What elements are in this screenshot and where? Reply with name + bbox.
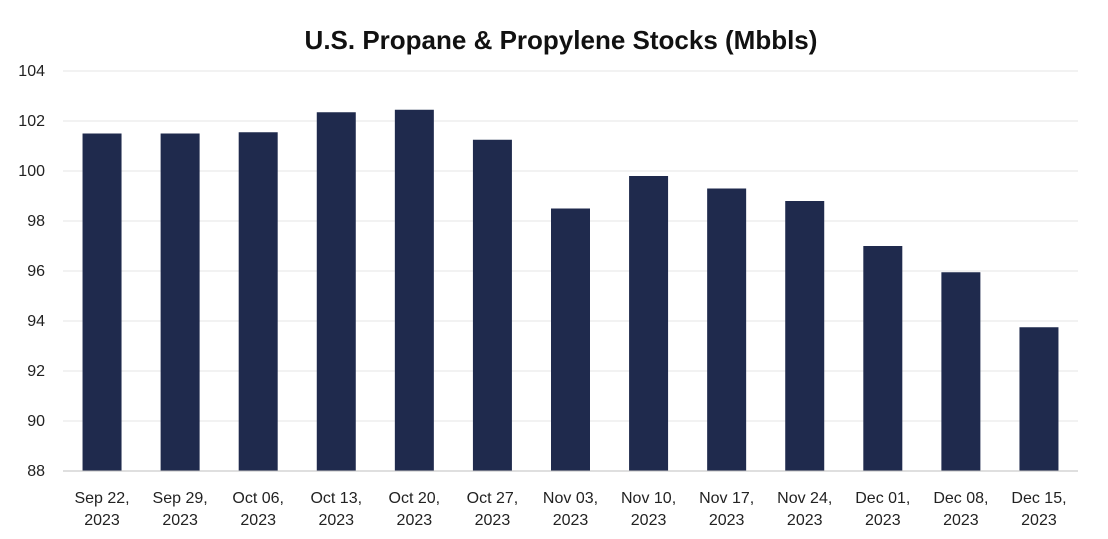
y-tick-label: 94 (27, 313, 45, 330)
y-tick-label: 96 (27, 263, 45, 280)
x-tick-label-year: 2023 (84, 512, 120, 529)
x-tick-label: Sep 29, 2023 (153, 490, 208, 529)
x-tick-label: Dec 15, 2023 (1011, 490, 1066, 529)
x-tick-label-year: 2023 (943, 512, 979, 529)
bar (1019, 327, 1059, 471)
x-tick-label-date: Nov 24, (777, 490, 832, 507)
bars (82, 109, 1059, 471)
x-tick-label-year: 2023 (1021, 512, 1057, 529)
x-tick-label-year: 2023 (865, 512, 901, 529)
x-tick-label: Nov 10, 2023 (621, 490, 676, 529)
x-tick-label-year: 2023 (162, 512, 198, 529)
x-tick-label: Oct 27, 2023 (467, 490, 519, 529)
bar (472, 139, 512, 471)
y-tick-label: 104 (18, 63, 45, 80)
x-tick-label-year: 2023 (709, 512, 745, 529)
x-tick-label: Sep 22, 2023 (74, 490, 129, 529)
x-tick-label-date: Nov 17, (699, 490, 754, 507)
x-tick-label-date: Sep 29, (153, 490, 208, 507)
bar (82, 133, 122, 471)
y-tick-label: 98 (27, 213, 45, 230)
x-tick-label-date: Dec 15, (1011, 490, 1066, 507)
x-tick-label-year: 2023 (318, 512, 354, 529)
bar (551, 208, 590, 471)
chart-title: U.S. Propane & Propylene Stocks (Mbbls) (305, 25, 818, 55)
x-tick-label-date: Dec 01, (855, 490, 910, 507)
y-tick-label: 88 (27, 463, 45, 480)
y-tick-label: 92 (27, 363, 45, 380)
bar (316, 112, 356, 471)
x-tick-label: Dec 08, 2023 (933, 490, 988, 529)
x-tick-label-date: Sep 22, (74, 490, 129, 507)
x-tick-label: Nov 03, 2023 (543, 490, 598, 529)
x-tick-label-date: Oct 13, (310, 490, 362, 507)
x-tick-label-date: Dec 08, (933, 490, 988, 507)
x-tick-label-date: Nov 03, (543, 490, 598, 507)
bar (238, 132, 278, 471)
bar (707, 188, 747, 471)
x-tick-label-year: 2023 (787, 512, 823, 529)
x-tick-label: Nov 24, 2023 (777, 490, 832, 529)
y-tick-label: 90 (27, 413, 45, 430)
y-tick-label: 100 (18, 163, 45, 180)
y-tick-label: 102 (18, 113, 45, 130)
x-tick-label: Oct 06, 2023 (232, 490, 284, 529)
x-tick-label-date: Oct 06, (232, 490, 284, 507)
x-tick-label: Dec 01, 2023 (855, 490, 910, 529)
x-tick-label: Oct 13, 2023 (310, 490, 362, 529)
bar (629, 176, 669, 471)
x-tick-label: Nov 17, 2023 (699, 490, 754, 529)
x-tick-label-date: Nov 10, (621, 490, 676, 507)
x-tick-label-year: 2023 (397, 512, 433, 529)
bar (785, 201, 825, 471)
y-axis-tick-labels: 88 90 92 94 96 98 100 102 104 (18, 63, 45, 480)
bar (941, 272, 981, 471)
x-tick-label-year: 2023 (475, 512, 511, 529)
x-tick-label-date: Oct 27, (467, 490, 519, 507)
bar (394, 109, 434, 471)
x-tick-label-year: 2023 (631, 512, 667, 529)
bar (160, 133, 200, 471)
x-tick-label: Oct 20, 2023 (389, 490, 441, 529)
bar (863, 246, 903, 471)
x-tick-label-year: 2023 (240, 512, 276, 529)
x-tick-label-year: 2023 (553, 512, 589, 529)
x-tick-label-date: Oct 20, (389, 490, 441, 507)
